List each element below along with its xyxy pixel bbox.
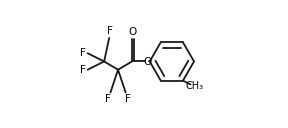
Text: F: F	[125, 94, 131, 104]
Text: O: O	[143, 57, 152, 67]
Text: F: F	[80, 48, 86, 58]
Text: F: F	[107, 26, 113, 36]
Text: O: O	[129, 27, 137, 37]
Text: F: F	[80, 65, 86, 75]
Text: CH₃: CH₃	[186, 81, 204, 91]
Text: F: F	[105, 94, 111, 104]
